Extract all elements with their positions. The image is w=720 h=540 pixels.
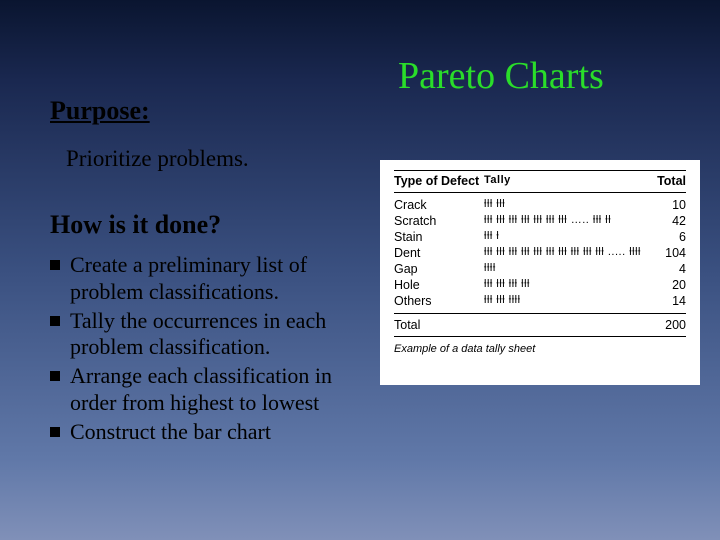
table-row: Others ƚƚƚ ƚƚƚ ƚƚƚƚ 14 — [394, 293, 686, 309]
tally-body: Crack ƚƚƚ ƚƚƚ 10 Scratch ƚƚƚ ƚƚƚ ƚƚƚ ƚƚƚ… — [394, 193, 686, 313]
list-item: Create a preliminary list of problem cla… — [50, 252, 360, 306]
cell-total: 14 — [646, 294, 686, 308]
column-header-type: Type of Defect — [394, 174, 484, 188]
total-value: 200 — [646, 318, 686, 332]
cell-total: 6 — [646, 230, 686, 244]
purpose-text: Prioritize problems. — [66, 146, 249, 172]
list-item: Arrange each classification in order fro… — [50, 363, 360, 417]
cell-type: Gap — [394, 262, 484, 276]
cell-total: 4 — [646, 262, 686, 276]
cell-tally: ƚƚƚ ƚƚƚ ƚƚƚ ƚƚƚ — [484, 278, 646, 292]
cell-tally: ƚƚƚ ƚƚƚ — [484, 198, 646, 212]
cell-total: 104 — [646, 246, 686, 260]
tally-header: Type of Defect Tally Total — [394, 170, 686, 193]
tally-caption: Example of a data tally sheet — [394, 343, 686, 355]
cell-type: Dent — [394, 246, 484, 260]
list-item: Construct the bar chart — [50, 419, 360, 446]
cell-tally: ƚƚƚƚ — [484, 262, 646, 276]
cell-type: Hole — [394, 278, 484, 292]
cell-tally: ƚƚƚ ƚƚƚ ƚƚƚ ƚƚƚ ƚƚƚ ƚƚƚ ƚƚƚ ….. ƚƚƚ ƚƚ — [484, 214, 646, 228]
slide-title: Pareto Charts — [398, 54, 604, 98]
tally-total-row: Total 200 — [394, 313, 686, 337]
column-header-tally: Tally — [484, 174, 646, 188]
cell-tally: ƚƚƚ ƚƚƚ ƚƚƚƚ — [484, 294, 646, 308]
how-heading: How is it done? — [50, 210, 221, 240]
table-row: Stain ƚƚƚ ƚ 6 — [394, 229, 686, 245]
tally-sheet-table: Type of Defect Tally Total Crack ƚƚƚ ƚƚƚ… — [380, 160, 700, 385]
list-item: Tally the occurrences in each problem cl… — [50, 308, 360, 362]
table-row: Scratch ƚƚƚ ƚƚƚ ƚƚƚ ƚƚƚ ƚƚƚ ƚƚƚ ƚƚƚ ….. … — [394, 213, 686, 229]
table-row: Hole ƚƚƚ ƚƚƚ ƚƚƚ ƚƚƚ 20 — [394, 277, 686, 293]
cell-total: 42 — [646, 214, 686, 228]
table-row: Dent ƚƚƚ ƚƚƚ ƚƚƚ ƚƚƚ ƚƚƚ ƚƚƚ ƚƚƚ ƚƚƚ ƚƚƚ… — [394, 245, 686, 261]
cell-type: Others — [394, 294, 484, 308]
cell-total: 20 — [646, 278, 686, 292]
cell-tally: ƚƚƚ ƚƚƚ ƚƚƚ ƚƚƚ ƚƚƚ ƚƚƚ ƚƚƚ ƚƚƚ ƚƚƚ ƚƚƚ … — [484, 246, 646, 260]
purpose-heading: Purpose: — [50, 96, 150, 126]
cell-tally: ƚƚƚ ƚ — [484, 230, 646, 244]
cell-total: 10 — [646, 198, 686, 212]
total-label: Total — [394, 318, 484, 332]
bullet-list: Create a preliminary list of problem cla… — [50, 252, 360, 448]
total-blank — [484, 318, 646, 332]
cell-type: Crack — [394, 198, 484, 212]
cell-type: Scratch — [394, 214, 484, 228]
column-header-total: Total — [646, 174, 686, 188]
table-row: Crack ƚƚƚ ƚƚƚ 10 — [394, 197, 686, 213]
table-row: Gap ƚƚƚƚ 4 — [394, 261, 686, 277]
cell-type: Stain — [394, 230, 484, 244]
